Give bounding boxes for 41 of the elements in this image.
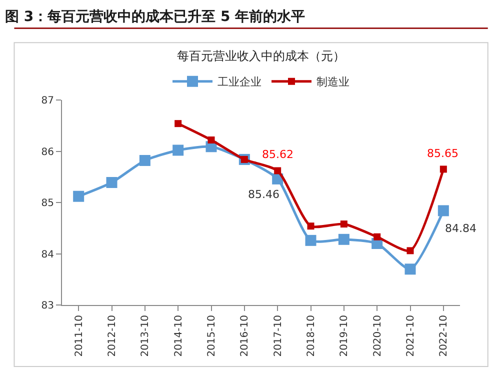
legend-label: 制造业 [316, 76, 350, 89]
point [438, 205, 449, 216]
x-tick-label: 2017-10 [272, 315, 284, 357]
y-tick-label: 85 [41, 198, 54, 209]
y-tick-label: 87 [41, 96, 54, 106]
x-tick-label: 2016-10 [240, 315, 251, 357]
point [406, 247, 414, 254]
point [305, 234, 316, 246]
point [73, 190, 84, 202]
x-tick-label: 2013-10 [140, 315, 152, 357]
point [440, 166, 447, 173]
point [274, 167, 282, 174]
chart-title: 图 3：每百元营收中的成本已升至 5 年前的水平 [5, 8, 306, 25]
data-label: 85.46 [248, 188, 280, 201]
x-tick-label: 2020-10 [372, 315, 384, 357]
y-tick-label: 86 [41, 146, 54, 158]
x-tick-label: 2019-10 [339, 315, 350, 357]
point [172, 144, 184, 156]
point [307, 222, 314, 230]
data-label: 84.84 [445, 222, 476, 235]
point [338, 234, 350, 245]
point [174, 120, 182, 128]
data-label: 85.65 [427, 147, 458, 160]
legend-label: 工业企业 [218, 76, 262, 89]
point [404, 264, 416, 275]
x-tick-label: 2018-10 [306, 315, 317, 357]
x-tick-label: 2015-10 [206, 315, 218, 357]
x-tick-label: 2011-10 [74, 315, 85, 357]
x-tick-label: 2014-10 [173, 315, 184, 357]
y-tick-label: 83 [41, 300, 54, 312]
x-tick-label: 2012-10 [107, 315, 118, 357]
x-tick-label: 2022-10 [438, 315, 450, 357]
data-label: 85.62 [262, 148, 294, 161]
point [208, 136, 215, 144]
point [139, 154, 150, 166]
chart-subtitle: 每百元营业收入中的成本（元） [177, 49, 345, 63]
y-tick-label: 84 [41, 249, 54, 260]
point [374, 233, 381, 240]
x-tick-label: 2021-10 [406, 315, 416, 357]
point [340, 220, 348, 228]
point [106, 177, 118, 188]
